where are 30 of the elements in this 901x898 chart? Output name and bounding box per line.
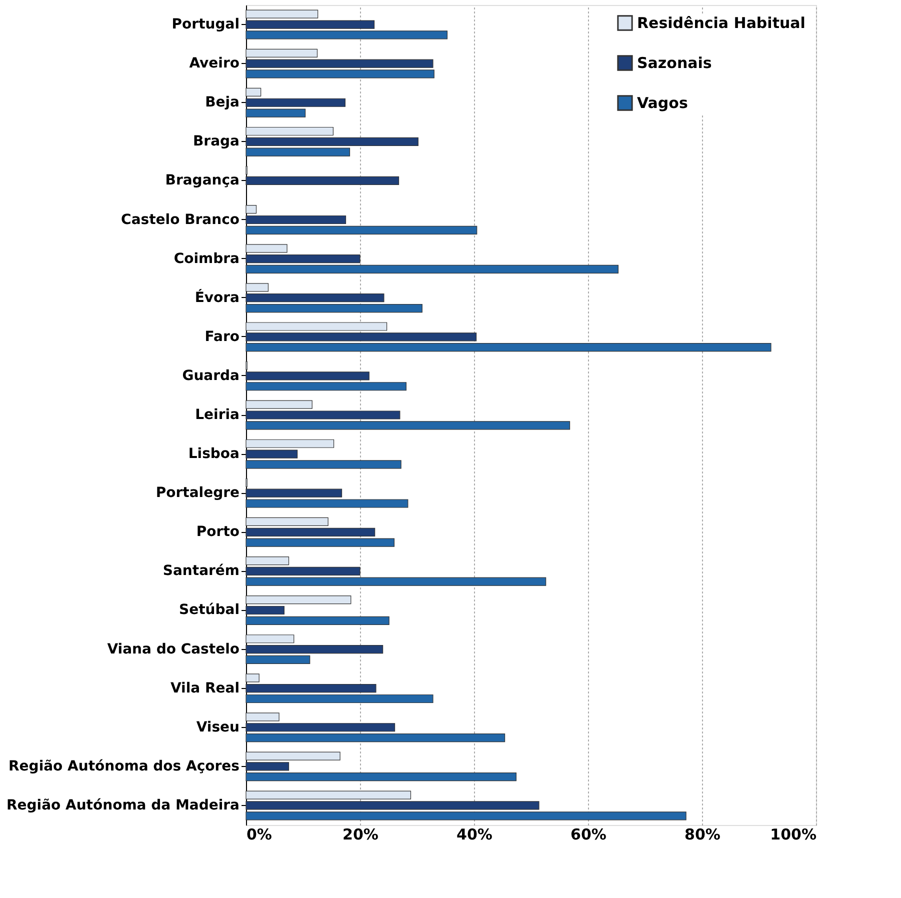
x-tick-label: 20% xyxy=(342,826,378,844)
y-tick-label: Portugal xyxy=(172,16,240,33)
legend-label: Vagos xyxy=(637,94,688,112)
y-tick-label: Faro xyxy=(204,328,240,345)
y-tick-label: Leiria xyxy=(195,407,240,423)
y-tick-label: Coimbra xyxy=(174,250,240,267)
legend-label: Residência Habitual xyxy=(637,14,806,32)
y-tick-label: Beja xyxy=(205,94,240,111)
legend-label: Sazonais xyxy=(637,54,712,72)
y-tick-label: Região Autónoma da Madeira xyxy=(6,797,240,814)
y-tick-label: Guarda xyxy=(182,368,240,384)
y-tick-label: Santarém xyxy=(162,563,240,580)
y-tick-label: Braga xyxy=(193,134,240,150)
x-tick-label: 40% xyxy=(456,826,492,844)
y-tick-label: Porto xyxy=(196,524,240,540)
x-tick-label: 0% xyxy=(246,826,272,844)
y-tick-label: Castelo Branco xyxy=(121,212,240,228)
y-tick-label: Portalegre xyxy=(156,485,240,502)
y-tick-label: Região Autónoma dos Açores xyxy=(8,758,240,774)
y-tick-label: Aveiro xyxy=(189,56,240,72)
y-tick-label: Évora xyxy=(194,288,240,306)
y-tick-label: Bragança xyxy=(165,172,240,189)
y-tick-label: Viana do Castelo xyxy=(107,641,240,658)
y-tick-label: Setúbal xyxy=(178,602,240,618)
x-tick-label: 60% xyxy=(570,826,606,844)
y-tick-label: Vila Real xyxy=(170,680,240,696)
x-tick-label: 100% xyxy=(770,826,816,844)
x-tick-label: 80% xyxy=(684,826,720,844)
y-tick-label: Lisboa xyxy=(188,446,240,462)
y-tick-label: Viseu xyxy=(196,719,240,736)
